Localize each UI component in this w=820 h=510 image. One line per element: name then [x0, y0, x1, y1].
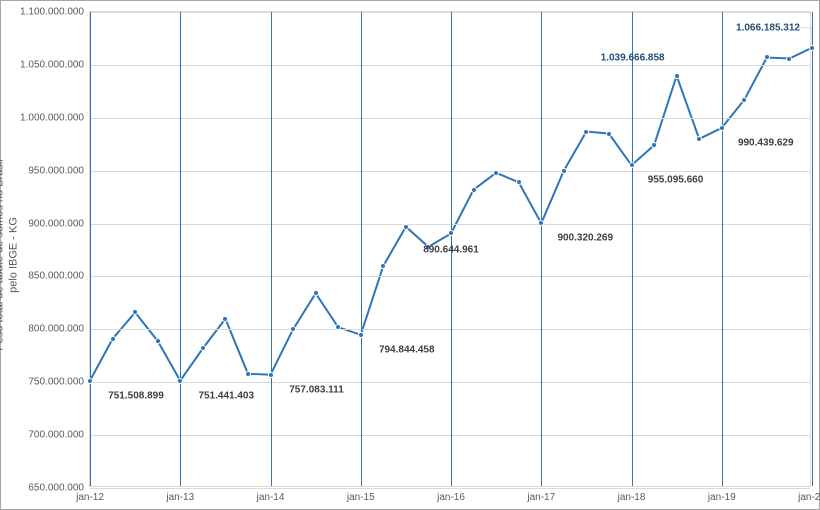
- data-point-marker: [87, 378, 93, 384]
- data-point-label: 890.644.961: [423, 245, 479, 256]
- data-point-marker: [110, 336, 116, 342]
- data-point-marker: [493, 170, 499, 176]
- data-point-marker: [583, 129, 589, 135]
- data-point-marker: [222, 316, 228, 322]
- data-point-marker: [335, 324, 341, 330]
- x-tick-label: jan-17: [527, 492, 555, 503]
- x-tick-label: jan-13: [166, 492, 194, 503]
- y-tick-label: 750.000.000: [28, 377, 84, 388]
- data-point-label: 900.320.269: [557, 233, 613, 244]
- x-tick-label: jan-15: [347, 492, 375, 503]
- gridline-horizontal: [90, 171, 810, 172]
- data-point-marker: [155, 338, 161, 344]
- data-point-label: 1.066.185.312: [736, 22, 800, 33]
- gridline-horizontal: [90, 224, 810, 225]
- gridline-vertical: [271, 12, 272, 486]
- data-point-marker: [358, 332, 364, 338]
- data-point-label: 1.039.666.858: [601, 52, 665, 63]
- plot-area: 650.000.000700.000.000750.000.000800.000…: [89, 11, 811, 487]
- data-point-label: 751.508.899: [108, 390, 164, 401]
- data-point-marker: [674, 73, 680, 79]
- gridline-horizontal: [90, 382, 810, 383]
- y-tick-label: 700.000.000: [28, 430, 84, 441]
- gridline-vertical: [361, 12, 362, 486]
- data-point-label: 757.083.111: [289, 384, 344, 395]
- data-point-label: 794.844.458: [379, 344, 435, 355]
- data-point-marker: [516, 179, 522, 185]
- data-point-marker: [741, 97, 747, 103]
- gridline-horizontal: [90, 435, 810, 436]
- gridline-vertical: [722, 12, 723, 486]
- data-point-marker: [719, 125, 725, 131]
- gridline-vertical: [541, 12, 542, 486]
- data-point-marker: [764, 54, 770, 60]
- gridline-horizontal: [90, 12, 810, 13]
- gridline-horizontal: [90, 65, 810, 66]
- y-tick-label: 1.000.000.000: [20, 112, 84, 123]
- chart-container: Peso total de abate de suínos no Brasil …: [0, 0, 820, 510]
- gridline-vertical: [632, 12, 633, 486]
- data-point-label: 955.095.660: [648, 175, 704, 186]
- gridline-horizontal: [90, 329, 810, 330]
- data-point-marker: [380, 263, 386, 269]
- gridline-vertical: [90, 12, 91, 486]
- y-tick-label: 950.000.000: [28, 165, 84, 176]
- data-point-marker: [651, 142, 657, 148]
- data-point-marker: [245, 371, 251, 377]
- data-point-marker: [313, 290, 319, 296]
- data-point-marker: [177, 378, 183, 384]
- y-tick-label: 850.000.000: [28, 271, 84, 282]
- x-tick-label: jan-14: [257, 492, 285, 503]
- gridline-vertical: [180, 12, 181, 486]
- y-axis-label: Peso total de abate de suínos no Brasil …: [0, 159, 21, 350]
- data-point-marker: [561, 168, 567, 174]
- data-point-marker: [629, 162, 635, 168]
- data-point-marker: [268, 372, 274, 378]
- data-point-marker: [200, 345, 206, 351]
- data-point-marker: [606, 131, 612, 137]
- x-tick-label: jan-12: [76, 492, 104, 503]
- gridline-horizontal: [90, 488, 810, 489]
- data-point-label: 990.439.629: [738, 137, 794, 148]
- x-tick-label: jan-20: [798, 492, 820, 503]
- data-point-marker: [809, 45, 815, 51]
- data-point-marker: [448, 230, 454, 236]
- data-point-label: 751.441.403: [198, 390, 254, 401]
- y-tick-label: 1.100.000.000: [20, 7, 84, 18]
- data-point-marker: [786, 56, 792, 62]
- y-tick-label: 800.000.000: [28, 324, 84, 335]
- gridline-vertical: [812, 12, 813, 486]
- x-tick-label: jan-19: [708, 492, 736, 503]
- gridline-horizontal: [90, 118, 810, 119]
- data-point-marker: [471, 187, 477, 193]
- data-point-marker: [290, 326, 296, 332]
- y-tick-label: 900.000.000: [28, 218, 84, 229]
- data-point-marker: [132, 309, 138, 315]
- y-tick-label: 1.050.000.000: [20, 59, 84, 70]
- gridline-horizontal: [90, 276, 810, 277]
- data-point-marker: [538, 220, 544, 226]
- x-tick-label: jan-18: [618, 492, 646, 503]
- data-point-marker: [403, 224, 409, 230]
- data-point-marker: [696, 136, 702, 142]
- x-tick-label: jan-16: [437, 492, 465, 503]
